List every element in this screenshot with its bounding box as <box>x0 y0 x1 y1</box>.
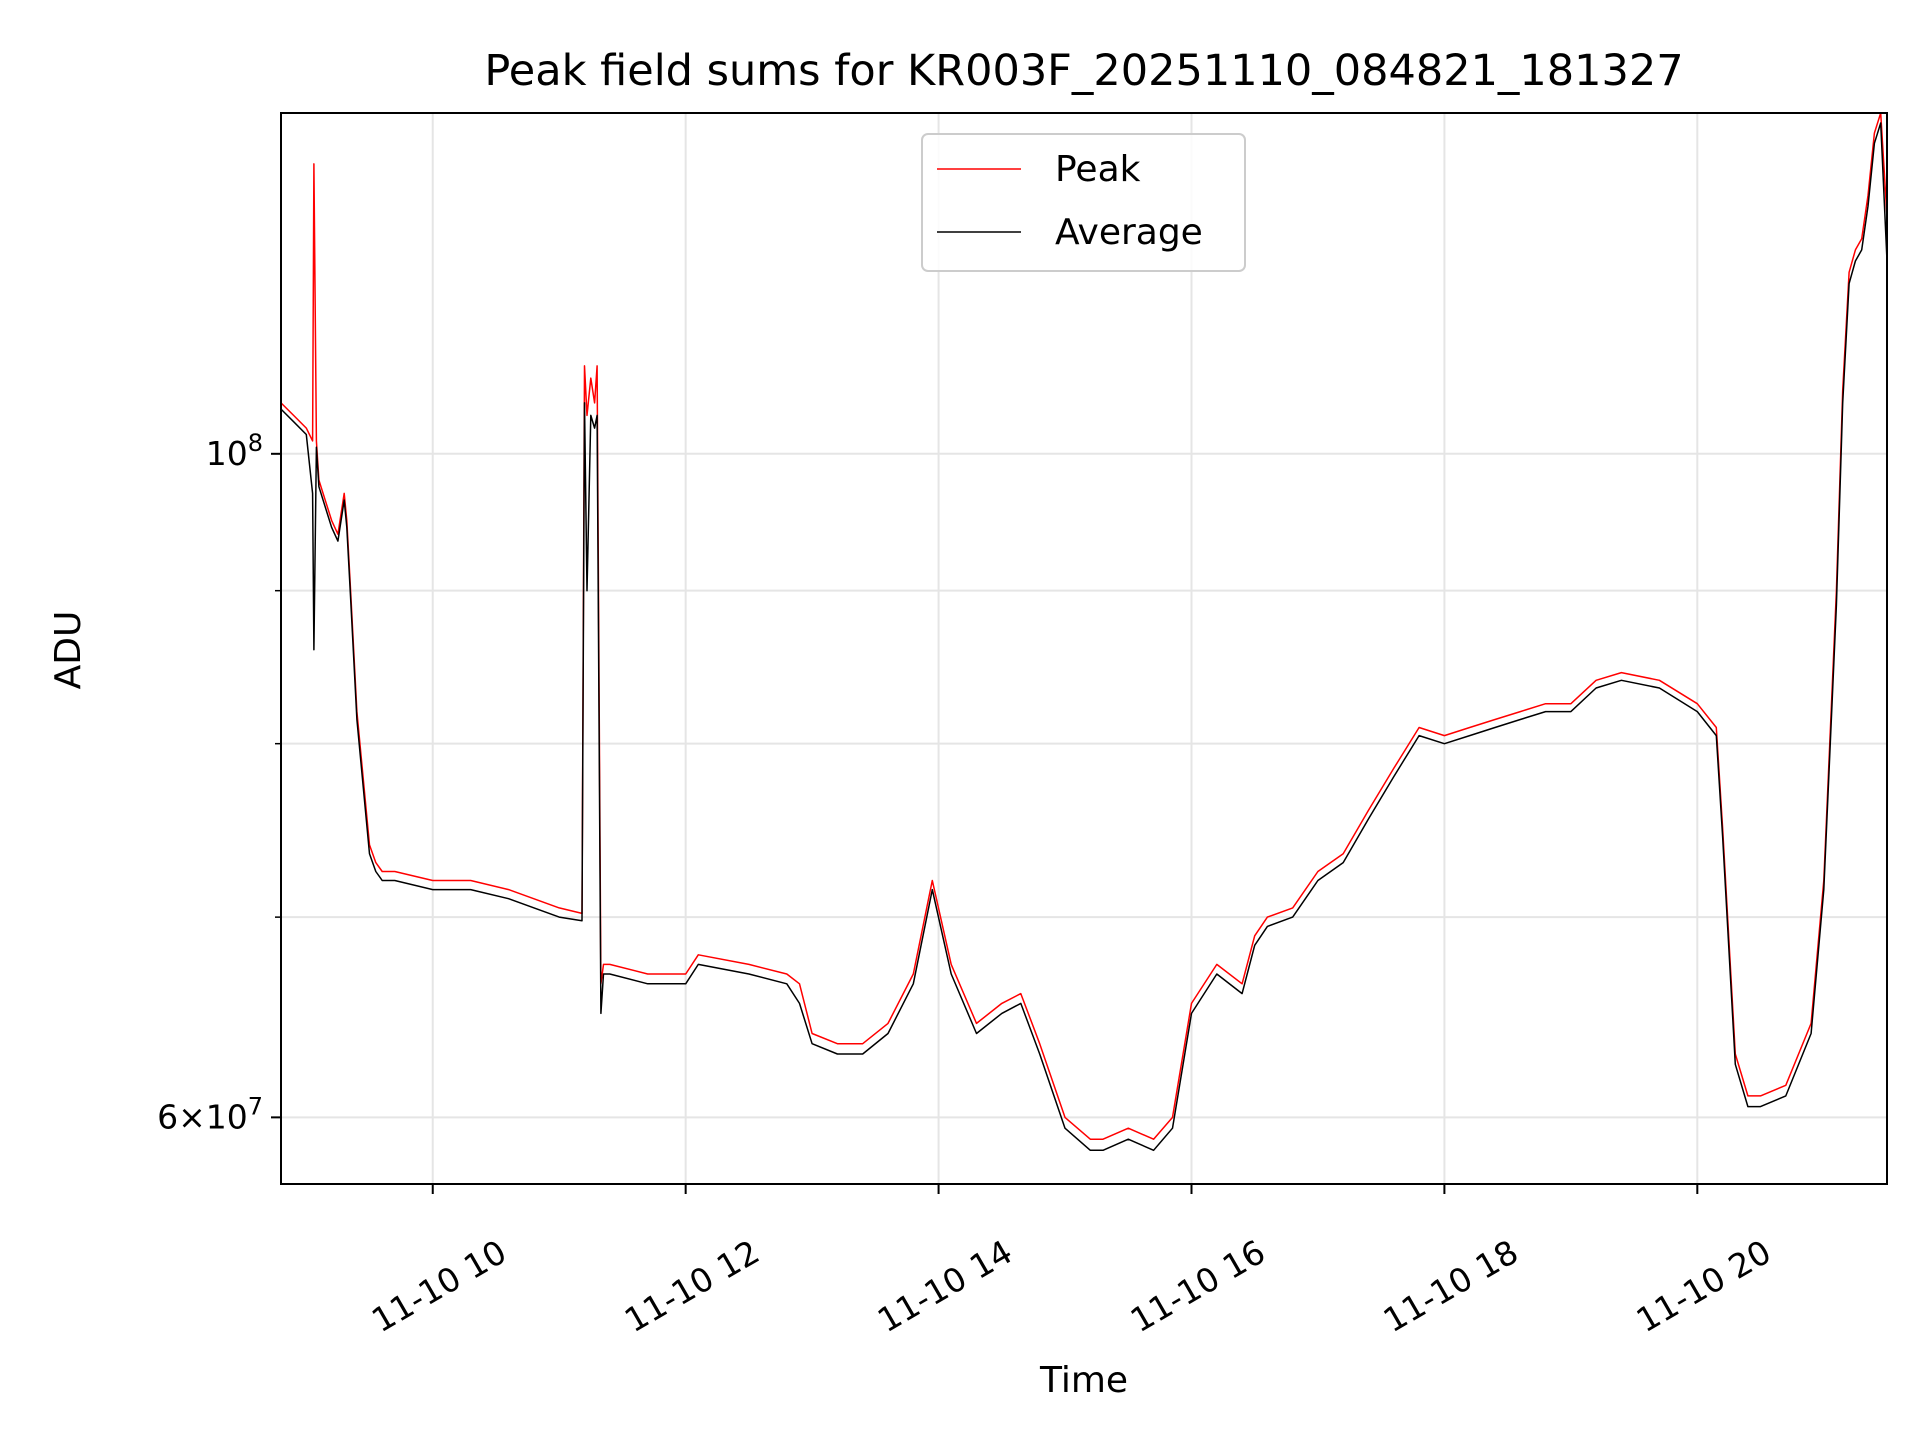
y-tick-label: 6×107 <box>157 1092 263 1136</box>
plot-series <box>280 112 1888 1152</box>
y-tick-label: 108 <box>206 429 263 473</box>
plot-frame <box>280 112 1888 1185</box>
x-axis-label: Time <box>1039 1360 1128 1401</box>
legend: Peak Average <box>921 133 1246 272</box>
chart-title: Peak field sums for KR003F_20251110_0848… <box>484 46 1683 96</box>
y-axis: 6×107 108 <box>157 429 281 1136</box>
y-axis-label: ADU <box>48 611 89 690</box>
grid <box>281 113 1887 1184</box>
series-line-average <box>280 122 1888 1152</box>
legend-label-peak: Peak <box>1055 149 1141 190</box>
legend-label-average: Average <box>1055 212 1203 253</box>
